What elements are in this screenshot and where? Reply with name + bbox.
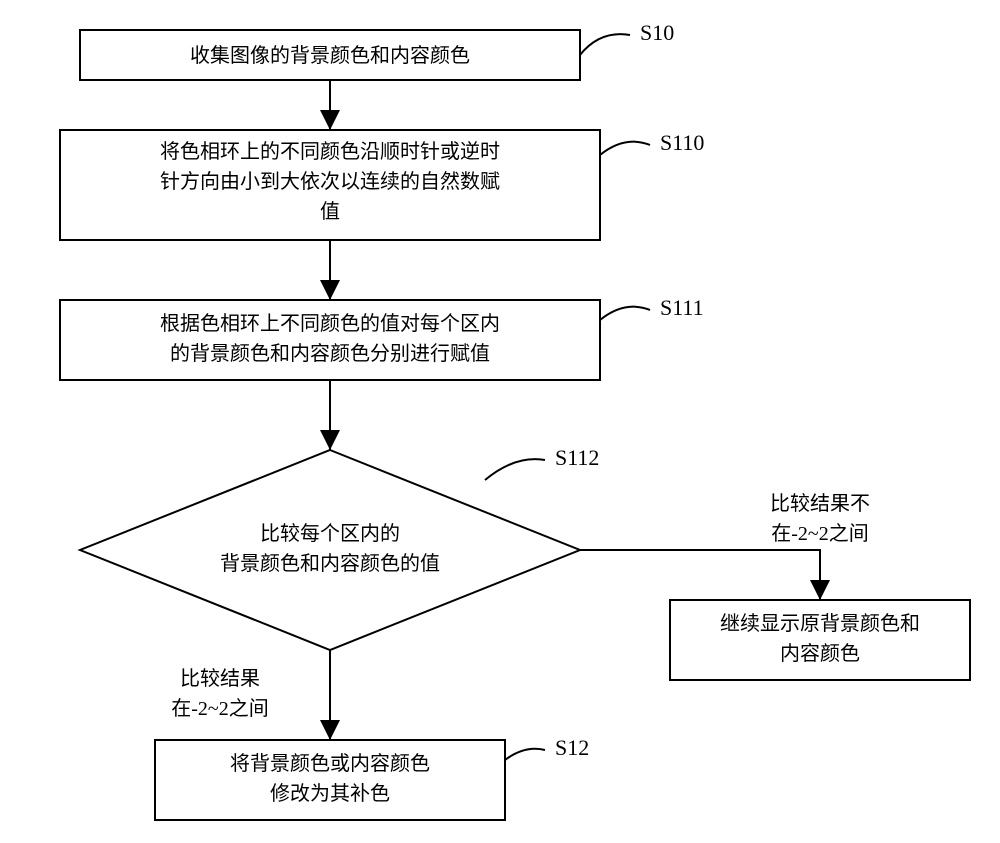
- node-text-s110-0: 将色相环上的不同颜色沿顺时针或逆时: [160, 140, 500, 163]
- callout-s111: [600, 307, 650, 320]
- edge-label-3-0: 比较结果: [180, 667, 260, 690]
- step-label-s12: S12: [555, 735, 589, 760]
- edge-4: [580, 550, 820, 600]
- step-label-s10: S10: [640, 20, 674, 45]
- edge-label-3-1: 在-2~2之间: [171, 697, 268, 720]
- flowchart-box-s111: [60, 300, 600, 380]
- flowchart-diamond-s112: [80, 450, 580, 650]
- node-text-s111-1: 的背景颜色和内容颜色分别进行赋值: [170, 342, 490, 365]
- edge-label-4-0: 比较结果不: [770, 492, 870, 515]
- callout-s112: [485, 459, 545, 480]
- node-text-s112-0: 比较每个区内的: [260, 522, 400, 545]
- node-text-s10-0: 收集图像的背景颜色和内容颜色: [190, 44, 470, 67]
- step-label-s111: S111: [660, 295, 704, 320]
- callout-s12: [505, 749, 545, 760]
- flowchart-box-alt: [670, 600, 970, 680]
- node-text-s112-1: 背景颜色和内容颜色的值: [220, 552, 440, 575]
- node-text-s110-1: 针方向由小到大依次以连续的自然数赋: [160, 170, 500, 193]
- node-text-s12-0: 将背景颜色或内容颜色: [230, 752, 430, 775]
- step-label-s112: S112: [555, 445, 599, 470]
- edge-label-4-1: 在-2~2之间: [771, 522, 868, 545]
- node-text-s111-0: 根据色相环上不同颜色的值对每个区内: [160, 312, 500, 335]
- callout-s110: [600, 142, 650, 155]
- flowchart-box-s12: [155, 740, 505, 820]
- node-text-alt-0: 继续显示原背景颜色和: [720, 612, 920, 635]
- node-text-s12-1: 修改为其补色: [270, 782, 390, 805]
- step-label-s110: S110: [660, 130, 704, 155]
- callout-s10: [580, 34, 630, 55]
- node-text-alt-1: 内容颜色: [780, 642, 860, 665]
- node-text-s110-2: 值: [320, 200, 340, 223]
